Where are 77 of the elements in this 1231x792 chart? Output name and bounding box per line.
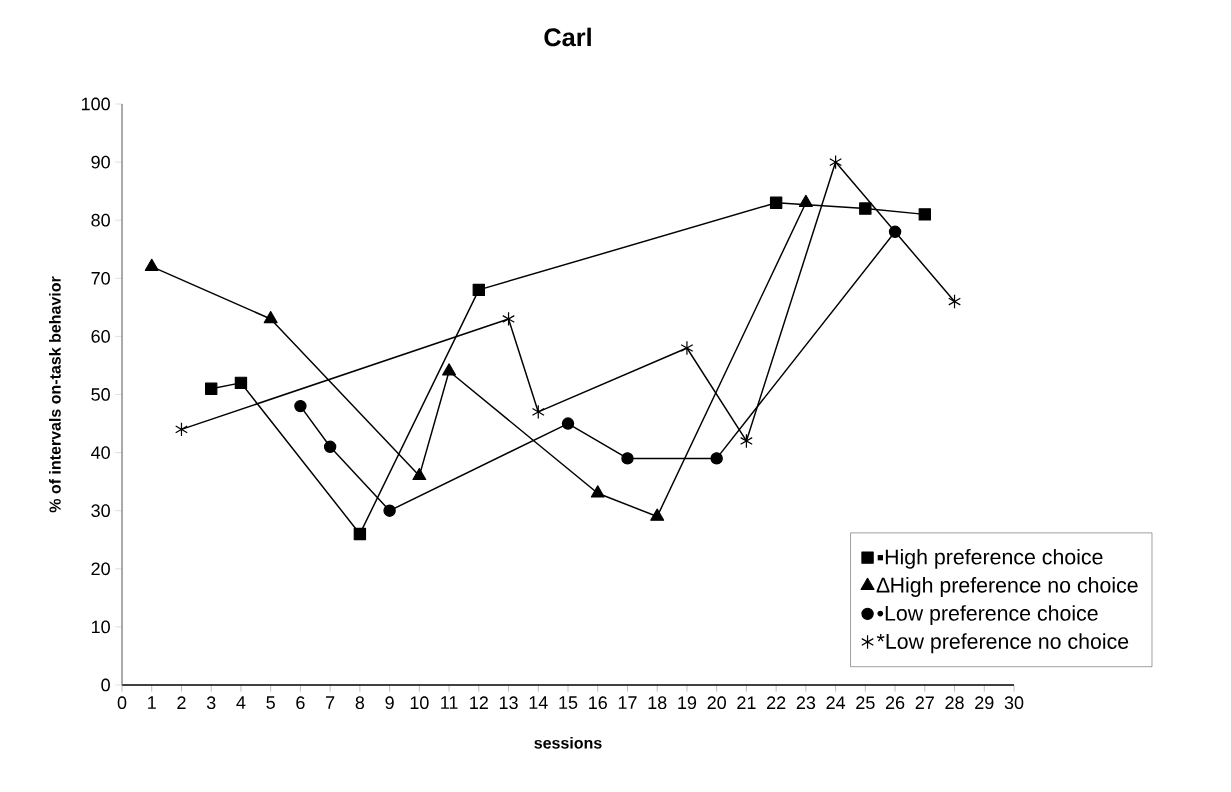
y-tick-label: 50 [91,388,110,401]
point [948,294,961,309]
legend-label: ∆High preference no choice [876,577,1138,597]
x-tick-label: 19 [678,696,697,710]
point [680,340,694,356]
legend-label: •Low preference choice [877,605,1098,626]
x-tick-label: 3 [206,696,216,710]
x-tick-label: 18 [648,696,667,710]
y-tick-label: 60 [91,330,110,343]
x-tick-label: 30 [1004,696,1024,710]
x-tick-label: 29 [975,696,994,710]
x-tick-label: 12 [470,696,488,709]
x-tick-label: 6 [296,696,305,710]
x-tick-label: 15 [559,696,578,709]
point [383,504,396,517]
point [918,208,931,221]
point [650,508,665,521]
point [829,154,842,170]
y-axis-title: % of intervals on-task behavior [49,276,61,513]
point [888,225,902,239]
chart-title: Carl [544,27,591,47]
legend-label: *Low preference no choice [876,633,1129,654]
x-tick-label: 23 [796,696,816,710]
point [234,376,248,390]
point [263,311,278,324]
y-tick-label: 0 [101,678,110,692]
x-tick-label: 16 [589,696,607,710]
x-tick-label: 20 [707,696,726,710]
y-tick-label: 20 [91,562,110,576]
point [621,452,634,465]
point [294,399,307,413]
x-tick-label: 25 [856,696,875,710]
x-tick-label: 2 [177,696,186,709]
point [353,527,367,541]
y-tick-label: 70 [91,271,110,285]
y-tick-label: 10 [91,620,110,634]
x-tick-label: 22 [767,696,786,709]
x-tick-label: 10 [410,696,429,710]
point [740,433,753,449]
point [502,311,515,327]
point [769,196,783,209]
point [859,202,872,215]
point [144,258,159,271]
x-tick-label: 0 [117,696,127,710]
point [561,417,575,430]
x-tick-label: 27 [915,696,934,709]
legend-label: ▪High preference choice [877,548,1103,569]
point [590,485,605,498]
point [472,283,486,297]
point [412,467,427,481]
point [323,440,337,453]
x-tick-label: 7 [326,696,335,709]
x-tick-label: 26 [885,696,905,710]
point [531,404,545,420]
y-tick-label: 80 [91,213,110,227]
y-tick-label: 100 [81,97,110,111]
x-tick-label: 1 [148,696,156,709]
x-tick-label: 8 [355,696,365,710]
x-tick-label: 13 [499,696,518,710]
x-tick-label: 24 [826,696,846,709]
x-axis-title: sessions [534,736,602,749]
x-tick-label: 9 [385,696,394,710]
point [205,382,218,395]
y-tick-label: 30 [91,504,110,518]
x-tick-label: 21 [737,696,756,709]
x-tick-label: 11 [441,696,458,709]
point [175,422,188,437]
y-tick-label: 40 [91,446,110,459]
x-tick-label: 5 [266,696,275,709]
x-tick-label: 17 [618,696,637,709]
y-tick-label: 90 [91,155,110,169]
point [710,452,723,465]
point [442,363,457,376]
point [798,194,813,208]
x-tick-label: 14 [529,696,548,709]
x-tick-label: 28 [945,696,964,710]
x-tick-label: 4 [236,696,246,709]
